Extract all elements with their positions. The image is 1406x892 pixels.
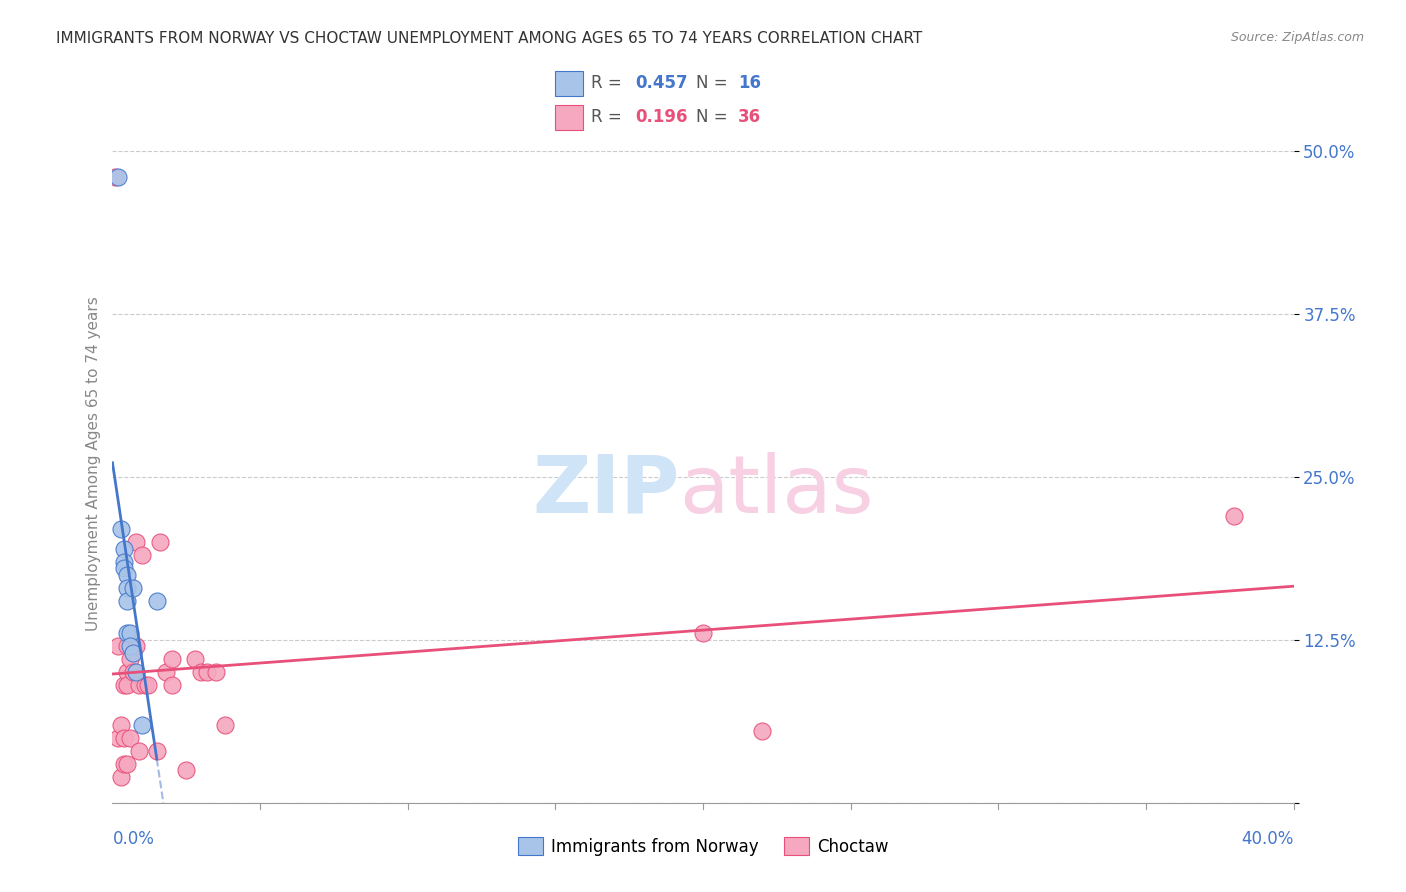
- Text: Source: ZipAtlas.com: Source: ZipAtlas.com: [1230, 31, 1364, 45]
- Point: [122, 665, 145, 680]
- Point: [107, 731, 129, 745]
- Point: [117, 640, 138, 654]
- Point: [149, 535, 172, 549]
- Point: [146, 744, 169, 758]
- Point: [195, 665, 218, 680]
- Text: N =: N =: [696, 108, 733, 126]
- Text: IMMIGRANTS FROM NORWAY VS CHOCTAW UNEMPLOYMENT AMONG AGES 65 TO 74 YEARS CORRELA: IMMIGRANTS FROM NORWAY VS CHOCTAW UNEMPL…: [56, 31, 922, 46]
- Point: [122, 646, 145, 660]
- Point: [112, 678, 135, 692]
- Point: [125, 665, 148, 680]
- Point: [112, 731, 135, 745]
- Point: [160, 678, 183, 692]
- Point: [190, 665, 212, 680]
- Point: [104, 169, 127, 184]
- Point: [117, 581, 138, 595]
- Point: [110, 770, 132, 784]
- Point: [128, 678, 150, 692]
- Point: [184, 652, 207, 666]
- Point: [120, 652, 142, 666]
- Point: [117, 678, 138, 692]
- Point: [117, 567, 138, 582]
- Point: [155, 665, 177, 680]
- Point: [107, 640, 129, 654]
- Point: [112, 541, 135, 556]
- Text: R =: R =: [591, 74, 627, 92]
- Text: 0.0%: 0.0%: [112, 830, 155, 848]
- Point: [120, 731, 142, 745]
- Text: 36: 36: [738, 108, 761, 126]
- Point: [110, 522, 132, 536]
- Y-axis label: Unemployment Among Ages 65 to 74 years: Unemployment Among Ages 65 to 74 years: [86, 296, 101, 632]
- Point: [146, 593, 169, 607]
- Legend: Immigrants from Norway, Choctaw: Immigrants from Norway, Choctaw: [510, 830, 896, 863]
- Point: [117, 593, 138, 607]
- Point: [120, 640, 142, 654]
- Point: [112, 555, 135, 569]
- Point: [122, 581, 145, 595]
- Point: [692, 626, 714, 640]
- Text: 0.457: 0.457: [636, 74, 688, 92]
- Point: [751, 724, 773, 739]
- Point: [125, 535, 148, 549]
- Point: [112, 756, 135, 771]
- Point: [120, 626, 142, 640]
- Text: N =: N =: [696, 74, 733, 92]
- Point: [125, 640, 148, 654]
- Point: [131, 717, 153, 731]
- Point: [205, 665, 228, 680]
- Point: [117, 626, 138, 640]
- Text: ZIP: ZIP: [531, 452, 679, 530]
- Text: 40.0%: 40.0%: [1241, 830, 1294, 848]
- Text: atlas: atlas: [679, 452, 873, 530]
- Point: [107, 169, 129, 184]
- Text: R =: R =: [591, 108, 627, 126]
- Point: [174, 763, 197, 777]
- Point: [160, 652, 183, 666]
- Point: [134, 678, 156, 692]
- Point: [214, 717, 236, 731]
- Point: [131, 548, 153, 562]
- Text: 16: 16: [738, 74, 761, 92]
- Point: [128, 744, 150, 758]
- Point: [110, 717, 132, 731]
- Point: [112, 561, 135, 575]
- Text: 0.196: 0.196: [636, 108, 688, 126]
- Point: [117, 756, 138, 771]
- Point: [117, 665, 138, 680]
- Point: [1223, 508, 1246, 523]
- Point: [136, 678, 159, 692]
